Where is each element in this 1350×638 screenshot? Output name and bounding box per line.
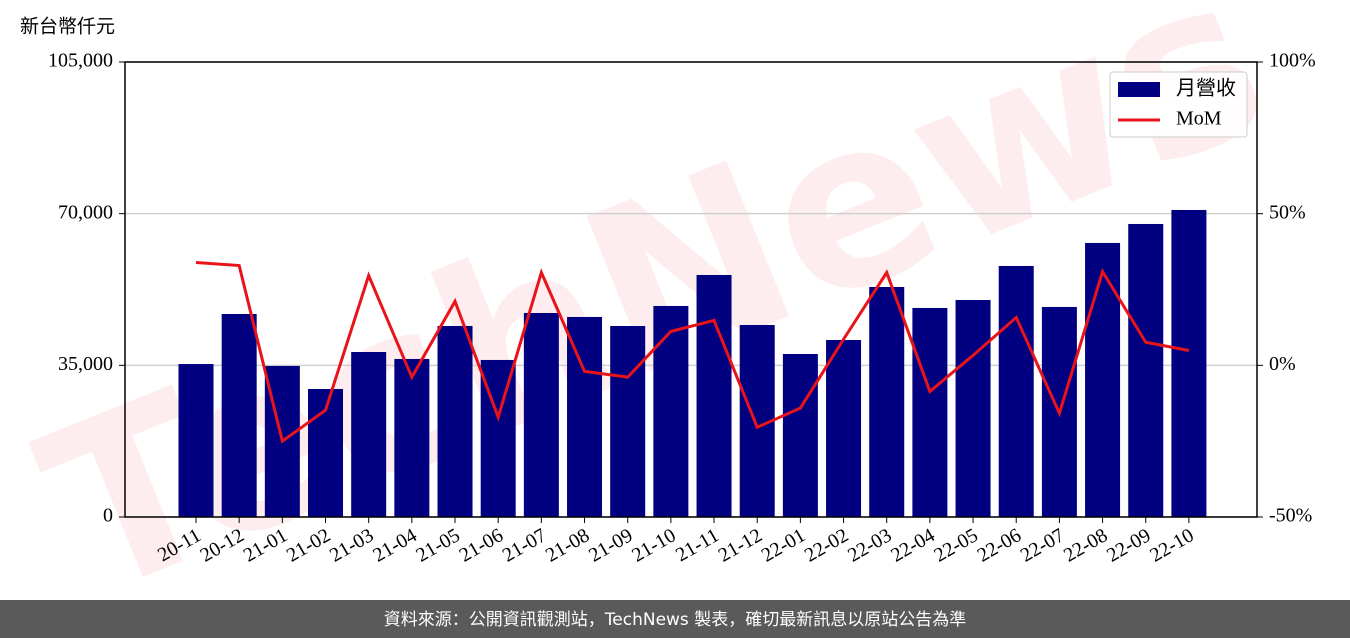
y-tick-label: 0 xyxy=(103,505,113,527)
bar xyxy=(696,274,732,517)
x-tick-label: 22-07 xyxy=(1017,524,1068,566)
x-tick-label: 21-07 xyxy=(499,524,550,566)
bar xyxy=(912,307,948,517)
bar xyxy=(523,312,559,517)
x-tick-label: 21-12 xyxy=(715,524,766,566)
x-tick-label: 22-02 xyxy=(801,524,852,566)
legend-label: MoM xyxy=(1176,108,1222,130)
x-tick-label: 22-01 xyxy=(758,524,809,566)
plot-frame xyxy=(124,61,1258,518)
bar xyxy=(1128,223,1164,518)
y-tick-label: 35,000 xyxy=(58,353,113,375)
footer-bar xyxy=(0,600,1350,638)
legend-label: 月營收 xyxy=(1176,76,1236,100)
footer: 資料來源：公開資訊觀測站，TechNews 製表，確切最新訊息以原站公告為準 xyxy=(384,610,966,630)
bar xyxy=(351,351,387,517)
x-tick-label: 22-05 xyxy=(930,524,981,566)
x-tick-label: 22-09 xyxy=(1103,524,1154,566)
bar xyxy=(826,339,862,517)
bar xyxy=(1171,209,1207,517)
x-tick-label: 21-08 xyxy=(542,524,593,566)
y-axis-label: 新台幣仟元 xyxy=(20,16,115,38)
x-tick-label: 21-06 xyxy=(456,524,507,566)
bar xyxy=(178,364,214,517)
y2-tick-label: -50% xyxy=(1269,505,1312,527)
x-tick-label: 21-05 xyxy=(412,524,463,566)
bar xyxy=(221,313,257,517)
x-tick-label: 22-04 xyxy=(887,524,938,566)
x-tick-label: 22-03 xyxy=(844,524,895,566)
x-tick-label: 22-06 xyxy=(974,524,1025,566)
bar xyxy=(782,353,818,517)
y2-tick-label: 50% xyxy=(1269,201,1306,223)
bar xyxy=(869,286,905,517)
bar xyxy=(653,305,689,517)
y-tick-label: 105,000 xyxy=(48,50,113,72)
x-tick-label: 22-10 xyxy=(1146,524,1197,566)
y2-tick-label: 100% xyxy=(1269,50,1316,72)
y-tick-label: 70,000 xyxy=(58,201,113,223)
bar xyxy=(567,316,603,517)
y2-tick-label: 0% xyxy=(1269,353,1296,375)
bar xyxy=(955,299,991,517)
bar xyxy=(998,265,1034,517)
x-tick-label: 21-09 xyxy=(585,524,636,566)
line xyxy=(195,261,1190,444)
bar xyxy=(394,358,430,517)
x-tick-label: 21-11 xyxy=(672,524,723,566)
bar xyxy=(437,325,473,517)
bar xyxy=(610,325,646,517)
x-tick-label: 21-10 xyxy=(628,524,679,566)
x-tick-label: 22-08 xyxy=(1060,524,1111,566)
legend-swatch xyxy=(1118,82,1160,97)
bar xyxy=(1085,242,1121,517)
